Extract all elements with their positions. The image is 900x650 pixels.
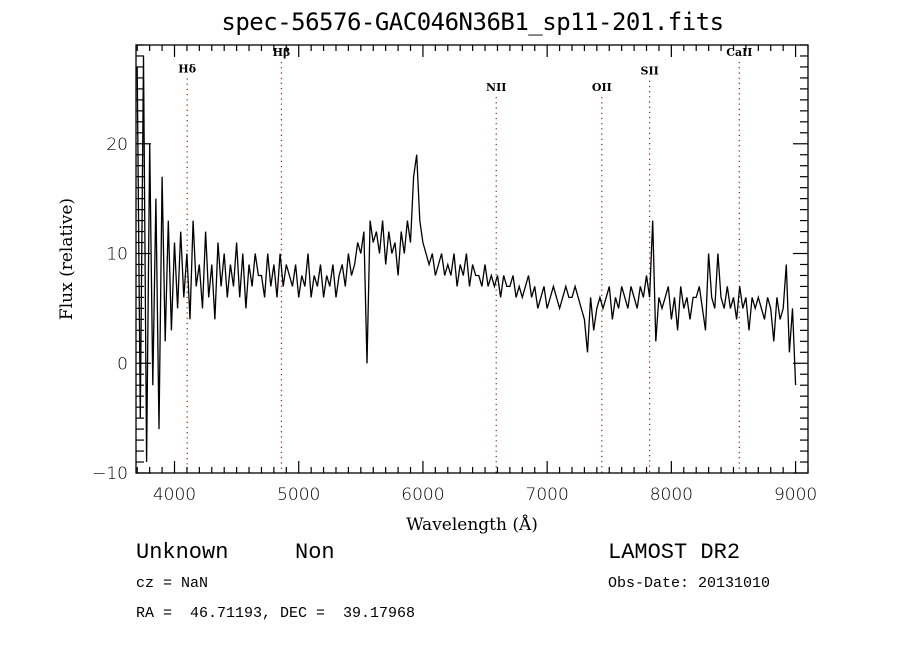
x-tick-label: 9000 <box>774 485 817 505</box>
redshift-cz: cz = NaN <box>136 575 209 592</box>
x-tick-label: 5000 <box>277 485 320 505</box>
plot-frame <box>135 44 809 474</box>
y-tick-label: −10 <box>92 464 128 484</box>
object-class: Unknown <box>136 540 229 565</box>
x-tick-label: 4000 <box>153 485 196 505</box>
marker-label: Hδ <box>178 62 196 75</box>
x-tick-label: 8000 <box>650 485 693 505</box>
y-tick-label: 10 <box>106 245 128 265</box>
x-tick-label: 7000 <box>526 485 569 505</box>
obs-date: Obs-Date: 20131010 <box>608 575 771 592</box>
coordinates: RA = 46.71193, DEC = 39.17968 <box>136 605 416 622</box>
object-subclass: Non <box>295 540 335 565</box>
survey-name: LAMOST DR2 <box>608 540 741 565</box>
x-axis-label: Wavelength (Å) <box>406 514 538 535</box>
spectrum-line <box>136 55 797 463</box>
marker-label: CaII <box>726 46 752 59</box>
chart-title: spec-56576-GAC046N36B1_sp11-201.fits <box>221 8 724 36</box>
x-tick-label: 6000 <box>401 485 444 505</box>
axis-ticks: 4000 5000 6000 7000 8000 9000 −10 0 10 20 <box>92 44 817 505</box>
y-tick-label: 0 <box>117 354 128 374</box>
marker-label: OII <box>592 81 612 94</box>
y-tick-label: 20 <box>106 135 128 155</box>
y-axis-label: Flux (relative) <box>57 198 77 320</box>
line-markers: Hδ Hβ NII OII SII CaII <box>178 46 752 473</box>
marker-label: NII <box>486 81 506 94</box>
marker-label: Hβ <box>273 46 291 59</box>
marker-label: SII <box>641 65 659 78</box>
